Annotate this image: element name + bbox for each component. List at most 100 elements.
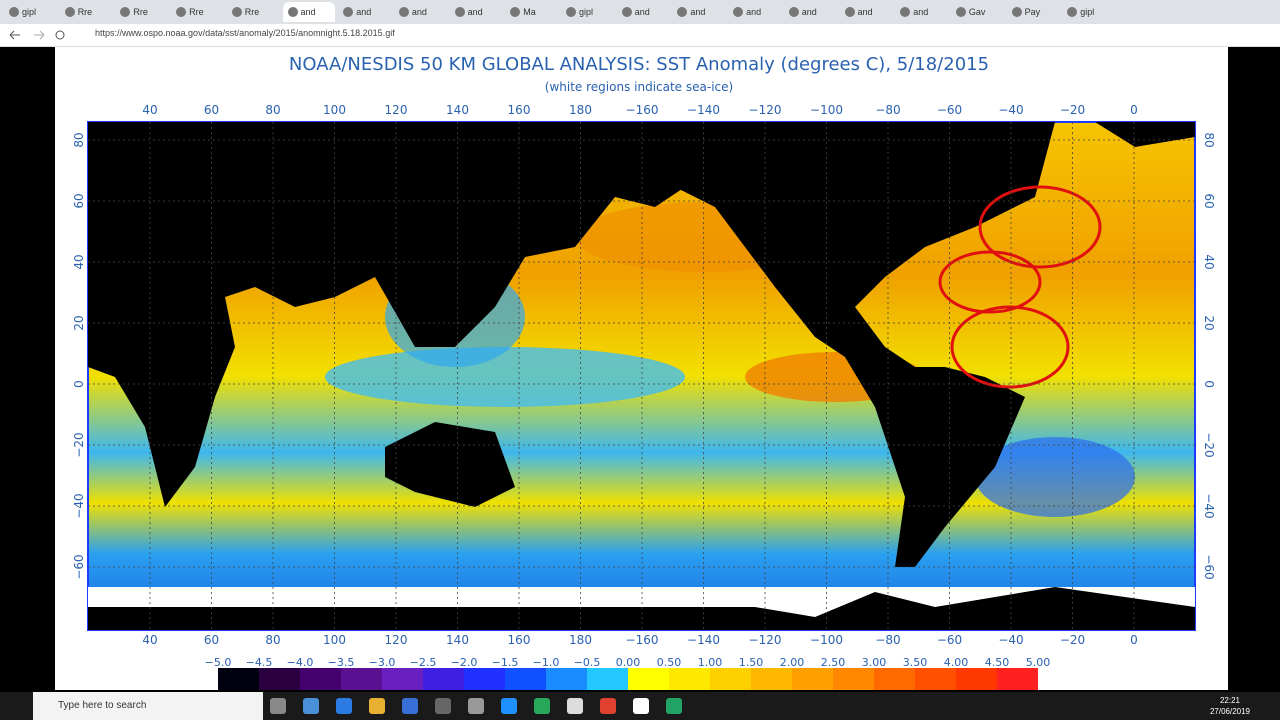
- lon-label: 40: [142, 633, 157, 647]
- colorbar-label: −2.0: [451, 656, 478, 669]
- colorbar-label: −5.0: [205, 656, 232, 669]
- tab[interactable]: Pay: [1007, 2, 1059, 22]
- colorbar-box: [956, 668, 997, 690]
- tab[interactable]: and: [728, 2, 780, 22]
- taskbar-icon[interactable]: [600, 698, 616, 714]
- taskbar-icon[interactable]: [468, 698, 484, 714]
- colorbar-label: −3.0: [369, 656, 396, 669]
- lat-label: 80: [72, 132, 86, 147]
- colorbar-box: [382, 668, 423, 690]
- colorbar-box: [587, 668, 628, 690]
- colorbar-label: 2.50: [821, 656, 846, 669]
- lat-label: −20: [1202, 432, 1216, 457]
- colorbar-label: −4.5: [246, 656, 273, 669]
- tab[interactable]: and: [784, 2, 836, 22]
- tab[interactable]: and: [394, 2, 446, 22]
- lon-label: −100: [810, 103, 843, 117]
- taskbar: Type here to search 22:21 27/06/2019: [0, 692, 1280, 720]
- reload[interactable]: [55, 30, 65, 40]
- lon-label: −60: [937, 633, 962, 647]
- lat-label: 0: [72, 380, 86, 388]
- tab[interactable]: gipl: [1062, 2, 1114, 22]
- address-bar[interactable]: https://www.ospo.noaa.gov/data/sst/anoma…: [95, 28, 395, 38]
- tab[interactable]: gipl: [561, 2, 613, 22]
- lon-label: −40: [998, 633, 1023, 647]
- tab[interactable]: Rre: [60, 2, 112, 22]
- sst-map: NOAA/NESDIS 50 KM GLOBAL ANALYSIS: SST A…: [72, 54, 1216, 690]
- colorbar-label: 3.00: [862, 656, 887, 669]
- lon-label: 120: [385, 103, 408, 117]
- lat-label: −20: [72, 432, 86, 457]
- forward[interactable]: [34, 30, 45, 40]
- colorbar-box: [874, 668, 915, 690]
- taskbar-icon[interactable]: [633, 698, 649, 714]
- search-box[interactable]: Type here to search: [33, 692, 263, 720]
- lon-label: −80: [875, 633, 900, 647]
- tab[interactable]: Rre: [227, 2, 279, 22]
- colorbar-label: −4.0: [287, 656, 314, 669]
- colorbar-label: 2.00: [780, 656, 805, 669]
- lon-label: −140: [687, 103, 720, 117]
- map-title: NOAA/NESDIS 50 KM GLOBAL ANALYSIS: SST A…: [289, 54, 989, 75]
- taskbar-icon[interactable]: [534, 698, 550, 714]
- lat-label: −40: [72, 493, 86, 518]
- tab[interactable]: gipl: [4, 2, 56, 22]
- tab[interactable]: and: [282, 2, 335, 22]
- tab[interactable]: Rre: [115, 2, 167, 22]
- taskbar-icon[interactable]: [501, 698, 517, 714]
- tab[interactable]: and: [450, 2, 502, 22]
- taskbar-icon[interactable]: [567, 698, 583, 714]
- lon-label: 80: [265, 103, 280, 117]
- lon-label: −120: [749, 633, 782, 647]
- colorbar-box: [505, 668, 546, 690]
- colorbar-label: −3.5: [328, 656, 355, 669]
- colorbar-box: [259, 668, 300, 690]
- lon-label: 60: [204, 103, 219, 117]
- colorbar-label: 1.00: [698, 656, 723, 669]
- lon-label: 0: [1130, 633, 1138, 647]
- colorbar-box: [464, 668, 505, 690]
- colorbar-box: [628, 668, 669, 690]
- taskbar-icon[interactable]: [666, 698, 682, 714]
- lon-label: 140: [446, 633, 469, 647]
- annotations: [938, 185, 1102, 389]
- lon-label: −80: [875, 103, 900, 117]
- colorbar-box: [792, 668, 833, 690]
- taskbar-icon[interactable]: [369, 698, 385, 714]
- colorbar-label: 1.50: [739, 656, 764, 669]
- taskbar-icon[interactable]: [336, 698, 352, 714]
- colorbar-label: −1.5: [492, 656, 519, 669]
- colorbar-label: 5.00: [1026, 656, 1051, 669]
- lon-label: −20: [1060, 633, 1085, 647]
- tab[interactable]: Gav: [951, 2, 1003, 22]
- tab[interactable]: Ma: [505, 2, 557, 22]
- taskbar-icon[interactable]: [435, 698, 451, 714]
- tab[interactable]: and: [840, 2, 892, 22]
- tab[interactable]: and: [617, 2, 669, 22]
- lat-label: −60: [72, 554, 86, 579]
- tab[interactable]: and: [338, 2, 390, 22]
- lon-label: 100: [323, 633, 346, 647]
- lon-label: −120: [749, 103, 782, 117]
- lat-label: −40: [1202, 493, 1216, 518]
- tab-bar: gipl Rre Rre Rre Rre and and and and Ma gipl and and…: [0, 0, 1280, 24]
- date: 27/06/2019: [1209, 707, 1250, 716]
- taskbar-icon[interactable]: [402, 698, 418, 714]
- tab[interactable]: Rre: [171, 2, 223, 22]
- taskbar-icon[interactable]: [303, 698, 319, 714]
- lon-label: −160: [626, 633, 659, 647]
- tab[interactable]: and: [895, 2, 947, 22]
- colorbar-box: [669, 668, 710, 690]
- lon-label: −100: [810, 633, 843, 647]
- nav-buttons[interactable]: [0, 24, 80, 46]
- back[interactable]: [9, 30, 20, 40]
- lon-label: 120: [385, 633, 408, 647]
- colorbar-box: [751, 668, 792, 690]
- lon-label: 100: [323, 103, 346, 117]
- lat-label: −60: [1202, 554, 1216, 579]
- taskbar-icon[interactable]: [270, 698, 286, 714]
- lon-label: 160: [508, 103, 531, 117]
- colorbar-box: [423, 668, 464, 690]
- tab[interactable]: and: [672, 2, 724, 22]
- colorbar-label: 0.00: [616, 656, 641, 669]
